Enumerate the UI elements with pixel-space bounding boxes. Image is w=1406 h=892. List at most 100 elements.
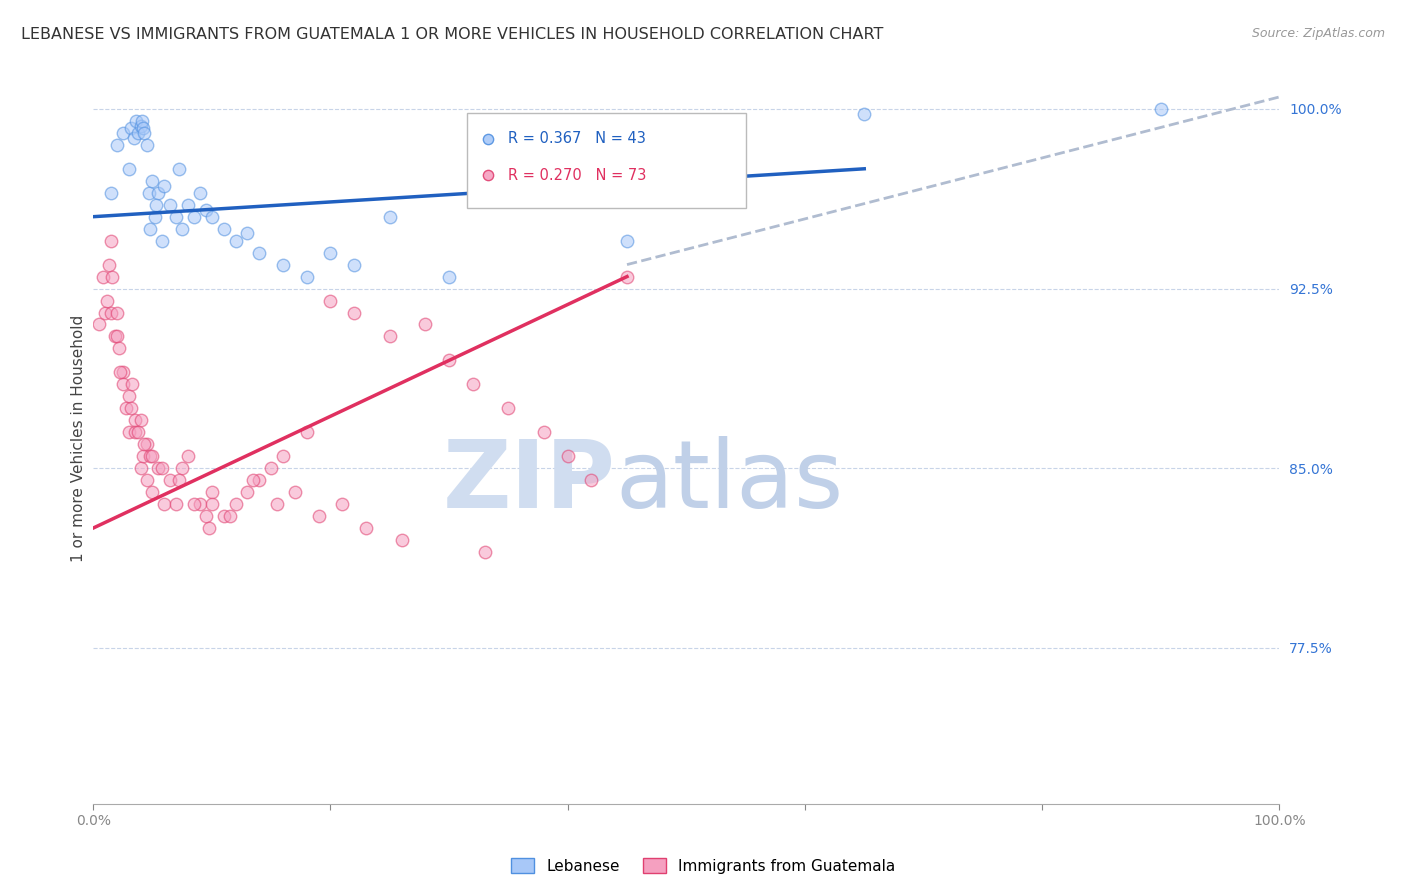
Point — [105, 329, 128, 343]
Point — [461, 377, 484, 392]
Point — [218, 509, 240, 524]
Point — [91, 269, 114, 284]
Point — [295, 269, 318, 284]
Point — [111, 365, 134, 379]
Point — [118, 425, 141, 440]
Text: ZIP: ZIP — [443, 436, 616, 528]
Point — [110, 365, 132, 379]
Point — [225, 234, 247, 248]
Point — [132, 449, 155, 463]
Point — [319, 293, 342, 308]
Point — [330, 497, 353, 511]
Point — [118, 389, 141, 403]
Point — [295, 425, 318, 440]
Point — [134, 437, 156, 451]
Point — [159, 473, 181, 487]
Point — [134, 126, 156, 140]
Point — [354, 521, 377, 535]
Point — [141, 449, 163, 463]
Point — [201, 485, 224, 500]
Point — [159, 198, 181, 212]
Point — [319, 245, 342, 260]
Point — [87, 318, 110, 332]
Point — [115, 401, 138, 416]
Point — [236, 227, 259, 241]
Point — [194, 202, 217, 217]
Point — [148, 186, 170, 200]
Point — [165, 497, 187, 511]
Point — [271, 449, 294, 463]
Point — [111, 126, 134, 140]
Point — [129, 413, 152, 427]
Point — [236, 485, 259, 500]
Point — [437, 353, 460, 368]
Point — [118, 161, 141, 176]
Y-axis label: 1 or more Vehicles in Household: 1 or more Vehicles in Household — [72, 315, 86, 562]
Text: R = 0.270   N = 73: R = 0.270 N = 73 — [509, 168, 647, 183]
Point — [343, 258, 366, 272]
Text: Source: ZipAtlas.com: Source: ZipAtlas.com — [1251, 27, 1385, 40]
Point — [225, 497, 247, 511]
Point — [177, 198, 200, 212]
Point — [177, 449, 200, 463]
Point — [124, 425, 146, 440]
Point — [172, 221, 194, 235]
Point — [143, 210, 166, 224]
Point — [198, 521, 221, 535]
Point — [1150, 102, 1173, 116]
FancyBboxPatch shape — [467, 113, 745, 208]
Point — [581, 473, 603, 487]
Point — [100, 305, 122, 319]
Point — [557, 449, 579, 463]
Point — [183, 497, 205, 511]
Point — [135, 437, 157, 451]
Point — [343, 305, 366, 319]
Point — [97, 258, 120, 272]
Point — [260, 461, 283, 475]
Point — [415, 318, 437, 332]
Point — [616, 269, 638, 284]
Point — [247, 245, 270, 260]
Point — [474, 545, 496, 559]
Point — [122, 130, 145, 145]
Point — [124, 413, 146, 427]
Point — [132, 121, 155, 136]
Point — [194, 509, 217, 524]
Point — [103, 329, 125, 343]
Point — [188, 186, 211, 200]
Point — [153, 178, 176, 193]
Point — [616, 234, 638, 248]
Point — [212, 221, 235, 235]
Point — [141, 174, 163, 188]
Point — [266, 497, 288, 511]
Point — [533, 425, 555, 440]
Point — [129, 461, 152, 475]
Point — [148, 461, 170, 475]
Point — [247, 473, 270, 487]
Point — [498, 401, 520, 416]
Point — [378, 329, 401, 343]
Point — [135, 473, 157, 487]
Point — [141, 485, 163, 500]
Point — [183, 210, 205, 224]
Point — [167, 473, 190, 487]
Point — [96, 293, 118, 308]
Point — [284, 485, 307, 500]
Point — [172, 461, 194, 475]
Point — [242, 473, 264, 487]
Text: atlas: atlas — [616, 436, 844, 528]
Point — [201, 497, 224, 511]
Point — [188, 497, 211, 511]
Point — [120, 121, 142, 136]
Point — [139, 221, 162, 235]
Point — [391, 533, 413, 547]
Point — [153, 497, 176, 511]
Text: LEBANESE VS IMMIGRANTS FROM GUATEMALA 1 OR MORE VEHICLES IN HOUSEHOLD CORRELATIO: LEBANESE VS IMMIGRANTS FROM GUATEMALA 1 … — [21, 27, 883, 42]
Point — [100, 234, 122, 248]
Point — [101, 269, 124, 284]
Point — [165, 210, 187, 224]
Point — [167, 161, 190, 176]
Point — [201, 210, 224, 224]
Point — [138, 186, 160, 200]
Point — [308, 509, 330, 524]
